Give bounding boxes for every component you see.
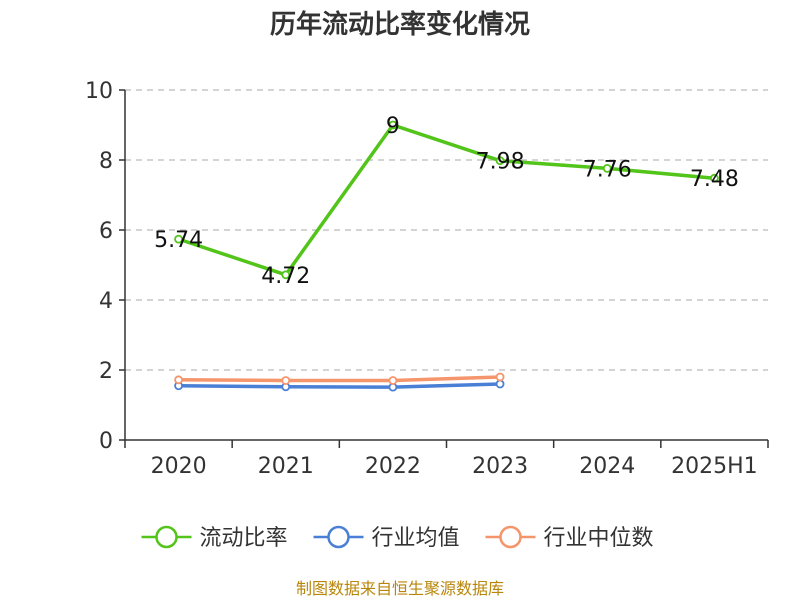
x-tick-label: 2020	[151, 454, 207, 479]
data-point	[281, 270, 291, 280]
series-1	[174, 120, 719, 280]
data-labels: 5.74 4.72 9 7.98 7.76 7.48	[154, 114, 739, 289]
chart-title: 历年流动比率变化情况	[270, 9, 530, 40]
data-label: 7.48	[690, 167, 739, 192]
series-line	[178, 382, 501, 389]
y-tick-label: 8	[99, 149, 113, 174]
legend-item-2[interactable]: 行业均值	[313, 525, 460, 551]
source-note: 制图数据来自恒生聚源数据库	[296, 579, 504, 598]
data-point	[281, 376, 291, 385]
data-point	[495, 372, 505, 382]
legend: 流动比率 行业均值 行业中位数	[141, 525, 654, 551]
series-line	[178, 123, 715, 277]
legend-item-3[interactable]: 行业中位数	[485, 525, 654, 551]
y-tick-label: 2	[99, 359, 113, 384]
data-point	[495, 379, 505, 389]
data-point	[388, 120, 398, 130]
series-2	[174, 379, 505, 392]
series-3	[174, 372, 505, 385]
legend-circle-icon	[327, 525, 350, 549]
data-point	[174, 234, 183, 244]
legend-label: 行业均值	[372, 526, 460, 551]
y-tick-label: 4	[99, 289, 113, 314]
legend-circle-icon	[499, 525, 522, 549]
data-point	[602, 163, 612, 173]
axes: 0 2 4 6 8 10 2020 2021 2022 2023 2024 2025H1	[85, 79, 769, 479]
y-tick-label: 6	[99, 219, 113, 244]
data-point	[710, 173, 719, 183]
x-tick-label: 2024	[579, 454, 635, 479]
data-point	[174, 375, 183, 385]
data-point	[495, 156, 505, 166]
legend-item-1[interactable]: 流动比率	[141, 525, 288, 551]
x-tick-label: 2022	[365, 454, 421, 479]
data-label: 7.76	[583, 157, 632, 182]
x-tick-label: 2025H1	[671, 454, 758, 479]
x-tick-label: 2023	[472, 454, 528, 479]
legend-label: 流动比率	[200, 526, 288, 551]
y-tick-label: 0	[99, 429, 113, 454]
data-label: 9	[386, 114, 400, 139]
x-tick-label: 2021	[258, 454, 314, 479]
series-layer	[174, 120, 719, 392]
data-label: 5.74	[154, 228, 203, 253]
y-tick-label: 10	[85, 79, 113, 104]
legend-label: 行业中位数	[544, 526, 654, 551]
series-line	[178, 375, 501, 383]
data-label: 7.98	[476, 150, 525, 175]
data-point	[388, 376, 398, 385]
data-label: 4.72	[261, 264, 310, 289]
legend-circle-icon	[155, 525, 178, 549]
grid-lines	[125, 89, 768, 371]
